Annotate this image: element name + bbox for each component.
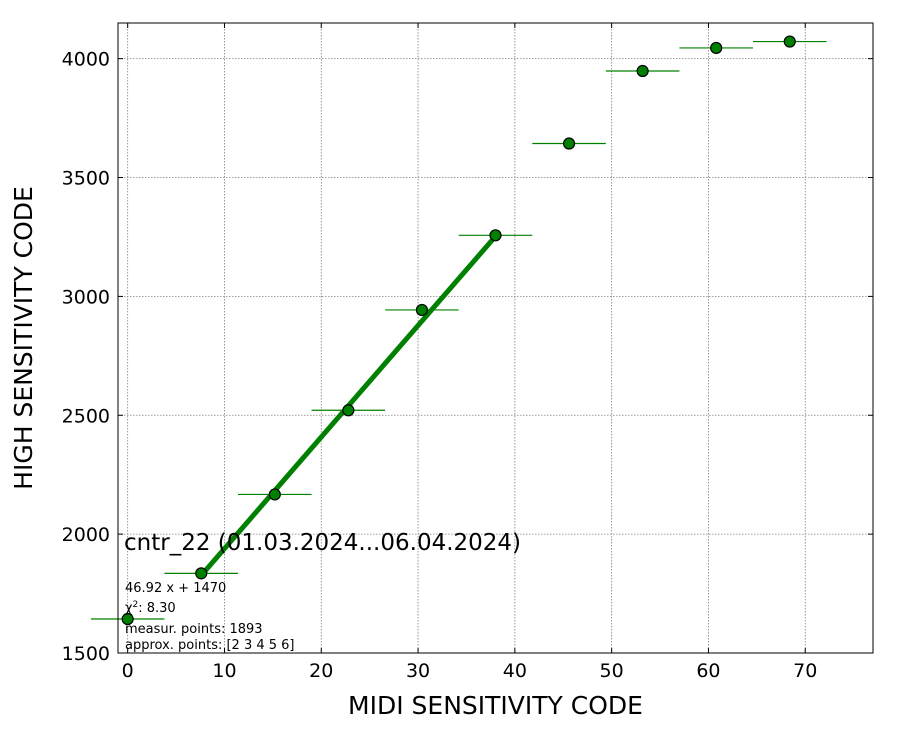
y-tick-label: 4000 [62, 49, 110, 71]
y-tick-label: 3500 [62, 168, 110, 190]
y-axis-label: HIGH SENSITIVITY CODE [9, 186, 38, 490]
axis-ticks: 0 10 20 30 40 50 60 70 1500 2000 2500 3000 3500 4000 [62, 23, 873, 682]
x-tick-label: 10 [212, 660, 236, 682]
data-point [636, 64, 649, 78]
chi2-value: : 8.30 [138, 601, 175, 616]
x-tick-label: 60 [696, 660, 720, 682]
data-point [783, 35, 796, 48]
data-point [268, 488, 281, 501]
x-tick-label: 50 [600, 660, 624, 682]
x-axis-label: MIDI SENSITIVITY CODE [348, 691, 643, 720]
data-point [342, 404, 355, 417]
chi2-symbol: χ [125, 601, 133, 616]
x-tick-label: 70 [793, 660, 817, 682]
annotation-title: cntr_22 (01.03.2024...06.04.2024) [124, 530, 521, 556]
y-tick-label: 2500 [62, 405, 110, 427]
data-point [415, 303, 429, 317]
data-point [121, 612, 134, 626]
plot-frame [117, 22, 874, 654]
x-tick-label: 40 [503, 660, 527, 682]
x-tick-label: 30 [406, 660, 430, 682]
data-point [195, 567, 208, 580]
annotation-approx-points: approx. points: [2 3 4 5 6] [125, 638, 295, 653]
y-tick-label: 2000 [62, 524, 110, 546]
y-tick-label: 3000 [62, 286, 110, 308]
annotation-chi2: χ2: 8.30 [125, 600, 176, 616]
data-points [121, 35, 796, 626]
annotation-equation: 46.92 x + 1470 [125, 581, 226, 596]
grid [118, 23, 873, 653]
y-tick-label: 1500 [62, 643, 110, 665]
x-tick-label: 0 [122, 660, 134, 682]
x-tick-label: 20 [309, 660, 333, 682]
chi2-exponent: 2 [133, 600, 139, 610]
data-point [710, 41, 723, 55]
data-point [562, 137, 576, 150]
annotation-measur-points: measur. points: 1893 [125, 622, 263, 637]
data-point [489, 229, 502, 242]
